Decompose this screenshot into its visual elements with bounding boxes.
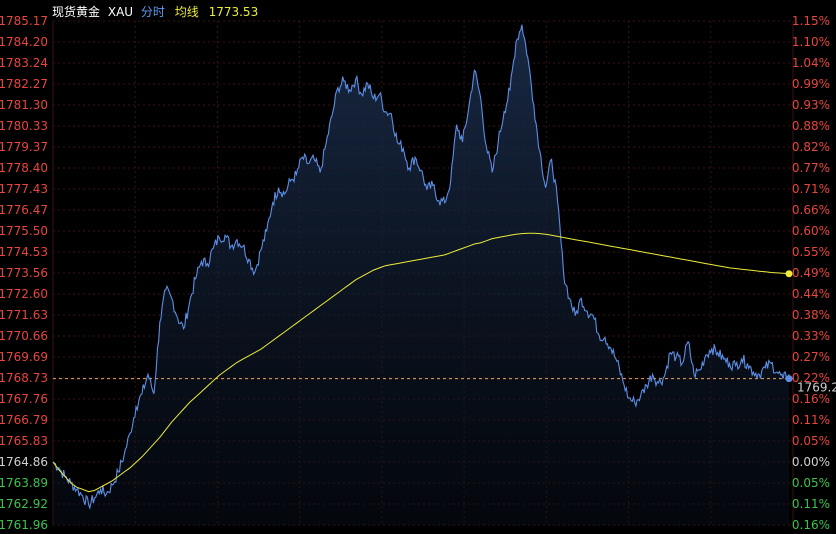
percent-tick-label: 0.55% [792, 245, 830, 259]
percent-tick-label: 0.44% [792, 287, 830, 301]
percent-tick-label: 1.10% [792, 35, 830, 49]
percent-tick-label: 0.88% [792, 119, 830, 133]
series-avg-line [52, 232, 790, 493]
instrument-name: 现货黄金 [52, 4, 100, 19]
percent-tick-label: 0.71% [792, 182, 830, 196]
avg-line-end-marker [785, 270, 793, 278]
price-tick-label: 1780.33 [0, 119, 48, 133]
percent-tick-label: 0.16% [792, 392, 830, 406]
price-tick-label: 1769.69 [0, 350, 48, 364]
percent-tick-label: 0.77% [792, 161, 830, 175]
percent-tick-label: 0.99% [792, 77, 830, 91]
price-tick-label: 1775.50 [0, 224, 48, 238]
percent-tick-label: 0.60% [792, 224, 830, 238]
price-tick-label: 1773.56 [0, 266, 48, 280]
instrument-symbol: XAU [108, 5, 133, 19]
percent-tick-label: 0.00% [792, 455, 830, 469]
percent-tick-label: 0.11% [792, 413, 830, 427]
current-price-label: 1769.2 [797, 381, 836, 395]
mode-label: 分时 [141, 5, 165, 19]
percent-tick-label: 0.11% [792, 497, 830, 511]
percent-tick-label: 0.22% [792, 371, 830, 385]
percent-tick-label: 0.82% [792, 140, 830, 154]
price-tick-label: 1766.79 [0, 413, 48, 427]
percent-tick-label: 0.49% [792, 266, 830, 280]
price-tick-label: 1778.40 [0, 161, 48, 175]
price-tick-label: 1765.83 [0, 434, 48, 448]
price-tick-label: 1770.66 [0, 329, 48, 343]
percent-tick-label: 0.66% [792, 203, 830, 217]
price-tick-label: 1774.53 [0, 245, 48, 259]
price-area-fill [53, 24, 789, 525]
series-price-line [52, 24, 790, 510]
current-price-marker[interactable] [785, 375, 793, 383]
price-tick-label: 1763.89 [0, 476, 48, 490]
price-tick-label: 1783.24 [0, 56, 48, 70]
chart-header: 现货黄金 XAU 分时 均线 1773.53 [52, 4, 258, 19]
percent-tick-label: 0.05% [792, 476, 830, 490]
price-tick-label: 1767.76 [0, 392, 48, 406]
percent-tick-label: 0.16% [792, 518, 830, 532]
price-tick-label: 1771.63 [0, 308, 48, 322]
price-tick-label: 1768.73 [0, 371, 48, 385]
percent-tick-label: 0.05% [792, 434, 830, 448]
avg-value: 1773.53 [209, 5, 259, 19]
price-tick-label: 1776.47 [0, 203, 48, 217]
price-tick-label: 1779.37 [0, 140, 48, 154]
percent-tick-label: 0.33% [792, 329, 830, 343]
percent-tick-label: 0.93% [792, 98, 830, 112]
price-tick-label: 1777.43 [0, 182, 48, 196]
price-tick-label: 1785.17 [0, 14, 48, 28]
percent-tick-label: 1.15% [792, 14, 830, 28]
price-tick-label: 1762.92 [0, 497, 48, 511]
price-axis: 1785.17 1784.20 1783.24 1782.27 1781.30 1780.… [0, 14, 48, 532]
percent-axis: 1.15% 1.10% 1.04% 0.99% 0.93% 0.88% 0.82% 0.77%… [792, 14, 830, 532]
percent-tick-label: 0.27% [792, 350, 830, 364]
price-tick-label: 1772.60 [0, 287, 48, 301]
price-tick-label: 1764.86 [0, 455, 48, 469]
percent-tick-label: 0.38% [792, 308, 830, 322]
avg-label: 均线 [175, 5, 199, 19]
price-tick-label: 1784.20 [0, 35, 48, 49]
price-tick-label: 1761.96 [0, 518, 48, 532]
percent-tick-label: 1.04% [792, 56, 830, 70]
price-tick-label: 1781.30 [0, 98, 48, 112]
price-tick-label: 1782.27 [0, 77, 48, 91]
